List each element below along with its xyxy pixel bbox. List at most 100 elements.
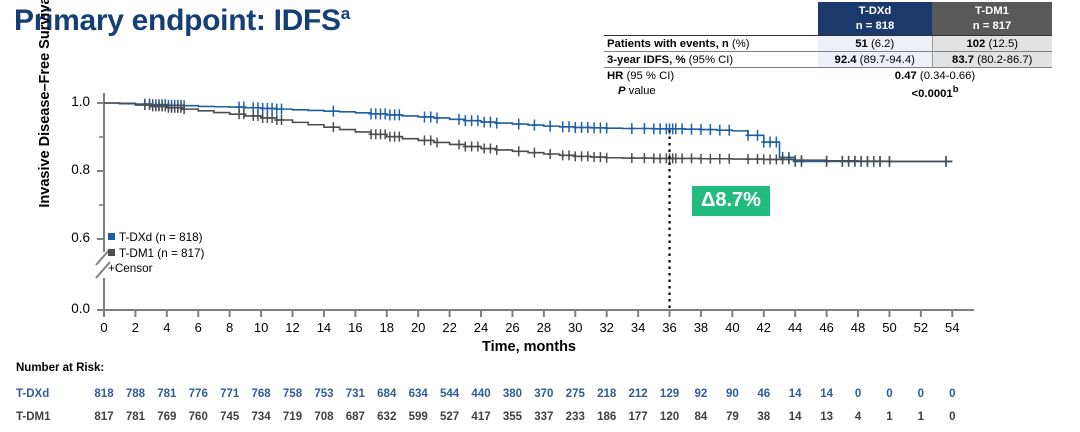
legend-item-censor: +Censor [108, 262, 153, 275]
summary-row-label-hr: HR (95 % CI) [604, 67, 818, 83]
x-tick-32: 32 [599, 320, 614, 335]
legend-item-tdxd: T-DXd (n = 818) [108, 230, 204, 246]
number-at-risk-value: 46 [757, 388, 771, 400]
number-at-risk-value: 90 [725, 388, 739, 400]
summary-row-pvalue: P value <0.0001b [604, 83, 1052, 100]
x-tick-46: 46 [819, 320, 834, 335]
number-at-risk-value: 370 [534, 388, 554, 400]
number-at-risk-value: 684 [377, 388, 397, 400]
number-at-risk-value: 634 [408, 388, 428, 400]
number-at-risk-value: 768 [251, 388, 271, 400]
summary-row-label-idfs: 3-year IDFS, % (95% CI) [604, 51, 818, 68]
number-at-risk-value: 120 [659, 411, 680, 423]
x-tick-20: 20 [410, 320, 426, 335]
y-tick-0.6: 0.6 [71, 230, 90, 245]
number-at-risk-value: 0 [886, 388, 893, 400]
summary-column-header-tdxd: T-DXd n = 818 [818, 2, 932, 36]
x-tick-30: 30 [568, 320, 583, 335]
y-tick-0.0: 0.0 [71, 301, 90, 316]
number-at-risk-value: 177 [628, 411, 648, 423]
summary-row-events: Patients with events, n (%) 51 (6.2) 102… [604, 35, 1052, 52]
number-at-risk-value: 632 [377, 411, 397, 423]
page-title: Primary endpoint: IDFSa [14, 4, 350, 37]
x-tick-8: 8 [226, 320, 234, 335]
x-tick-48: 48 [850, 320, 866, 335]
number-at-risk-value: 0 [949, 411, 956, 423]
summary-cell-hr-value: 0.47 (0.34-0.66) [818, 67, 1052, 83]
number-at-risk-value: 218 [597, 388, 617, 400]
summary-row-idfs: 3-year IDFS, % (95% CI) 92.4 (89.7-94.4)… [604, 51, 1052, 68]
number-at-risk-value: 92 [694, 388, 708, 400]
number-at-risk-value: 544 [440, 388, 460, 400]
x-tick-52: 52 [913, 320, 929, 335]
legend-item-tdm1: T-DM1 (n = 817) [108, 246, 204, 262]
x-tick-40: 40 [725, 320, 740, 335]
number-at-risk-value: 734 [251, 411, 271, 423]
x-tick-14: 14 [316, 320, 332, 335]
summary-row-label-pvalue: P value [618, 85, 656, 98]
number-at-risk-value: 769 [157, 411, 177, 423]
number-at-risk-value: 38 [757, 411, 771, 423]
number-at-risk-value: 233 [565, 411, 585, 423]
x-tick-0: 0 [100, 320, 108, 335]
summary-header-row: T-DXd n = 818 T-DM1 n = 817 [604, 2, 1052, 36]
x-tick-16: 16 [348, 320, 363, 335]
chart-curves [104, 102, 953, 163]
number-at-risk-value: 817 [94, 411, 114, 423]
number-at-risk-value: 84 [694, 411, 708, 423]
summary-column-header-tdm1: T-DM1 n = 817 [932, 2, 1052, 36]
number-at-risk-value: 129 [659, 388, 680, 400]
chart-axes [95, 93, 974, 317]
x-tick-2: 2 [131, 320, 140, 335]
number-at-risk-value: 758 [282, 388, 303, 400]
number-at-risk-value: 4 [854, 411, 862, 423]
number-at-risk-value: 599 [408, 411, 428, 423]
x-tick-36: 36 [662, 320, 677, 335]
legend-swatch-tdm1 [108, 248, 115, 256]
summary-row-label-events: Patients with events, n (%) [604, 35, 818, 52]
number-at-risk-value: 14 [788, 411, 802, 423]
summary-statistics-table: T-DXd n = 818 T-DM1 n = 817 Patients with … [604, 2, 1052, 100]
x-tick-50: 50 [882, 320, 897, 335]
y-tick-0.8: 0.8 [71, 162, 90, 177]
number-at-risk-value: 731 [345, 388, 365, 400]
x-tick-10: 10 [253, 320, 269, 335]
x-tick-26: 26 [505, 320, 520, 335]
x-tick-38: 38 [693, 320, 709, 335]
x-tick-34: 34 [630, 320, 646, 335]
number-at-risk-value: 440 [471, 388, 491, 400]
number-at-risk-value: 527 [440, 411, 460, 423]
number-at-risk-value: 14 [820, 388, 833, 400]
number-at-risk-value: 776 [188, 388, 208, 400]
number-at-risk-value: 708 [314, 411, 334, 423]
censor-marks [142, 98, 949, 167]
title-superscript: a [340, 4, 350, 23]
number-at-risk-value: 355 [502, 411, 523, 423]
number-at-risk-value: 818 [94, 388, 114, 400]
delta-annotation-badge: Δ8.7% [692, 186, 770, 216]
number-at-risk-value: 0 [854, 388, 862, 400]
number-at-risk-value: 14 [788, 388, 802, 400]
number-at-risk-row-label-t-dxd: T-DXd [16, 388, 50, 400]
x-tick-42: 42 [756, 320, 772, 335]
number-at-risk-value: 79 [725, 411, 739, 423]
y-axis-label: Invasive Disease–Free Survival [37, 0, 53, 208]
number-at-risk-value: 788 [125, 388, 145, 400]
legend-swatch-tdxd [108, 233, 115, 240]
number-at-risk-value: 380 [502, 388, 523, 400]
number-at-risk-title: Number at Risk: [16, 362, 105, 374]
number-at-risk-value: 781 [157, 388, 177, 400]
number-at-risk-value: 337 [534, 411, 554, 423]
number-at-risk-value: 275 [565, 388, 585, 400]
number-at-risk-value: 771 [220, 388, 240, 400]
number-at-risk-value: 719 [282, 411, 303, 423]
summary-cell-idfs-tdxd: 92.4 (89.7-94.4) [818, 51, 932, 68]
x-tick-12: 12 [285, 320, 300, 335]
number-at-risk-value: 1 [886, 411, 893, 423]
number-at-risk-value: 186 [597, 411, 617, 423]
number-at-risk-value: 760 [188, 411, 208, 423]
number-at-risk-value: 0 [949, 388, 956, 400]
number-at-risk-value: 687 [345, 411, 365, 423]
number-at-risk-row-label-t-dm1: T-DM1 [16, 411, 51, 423]
